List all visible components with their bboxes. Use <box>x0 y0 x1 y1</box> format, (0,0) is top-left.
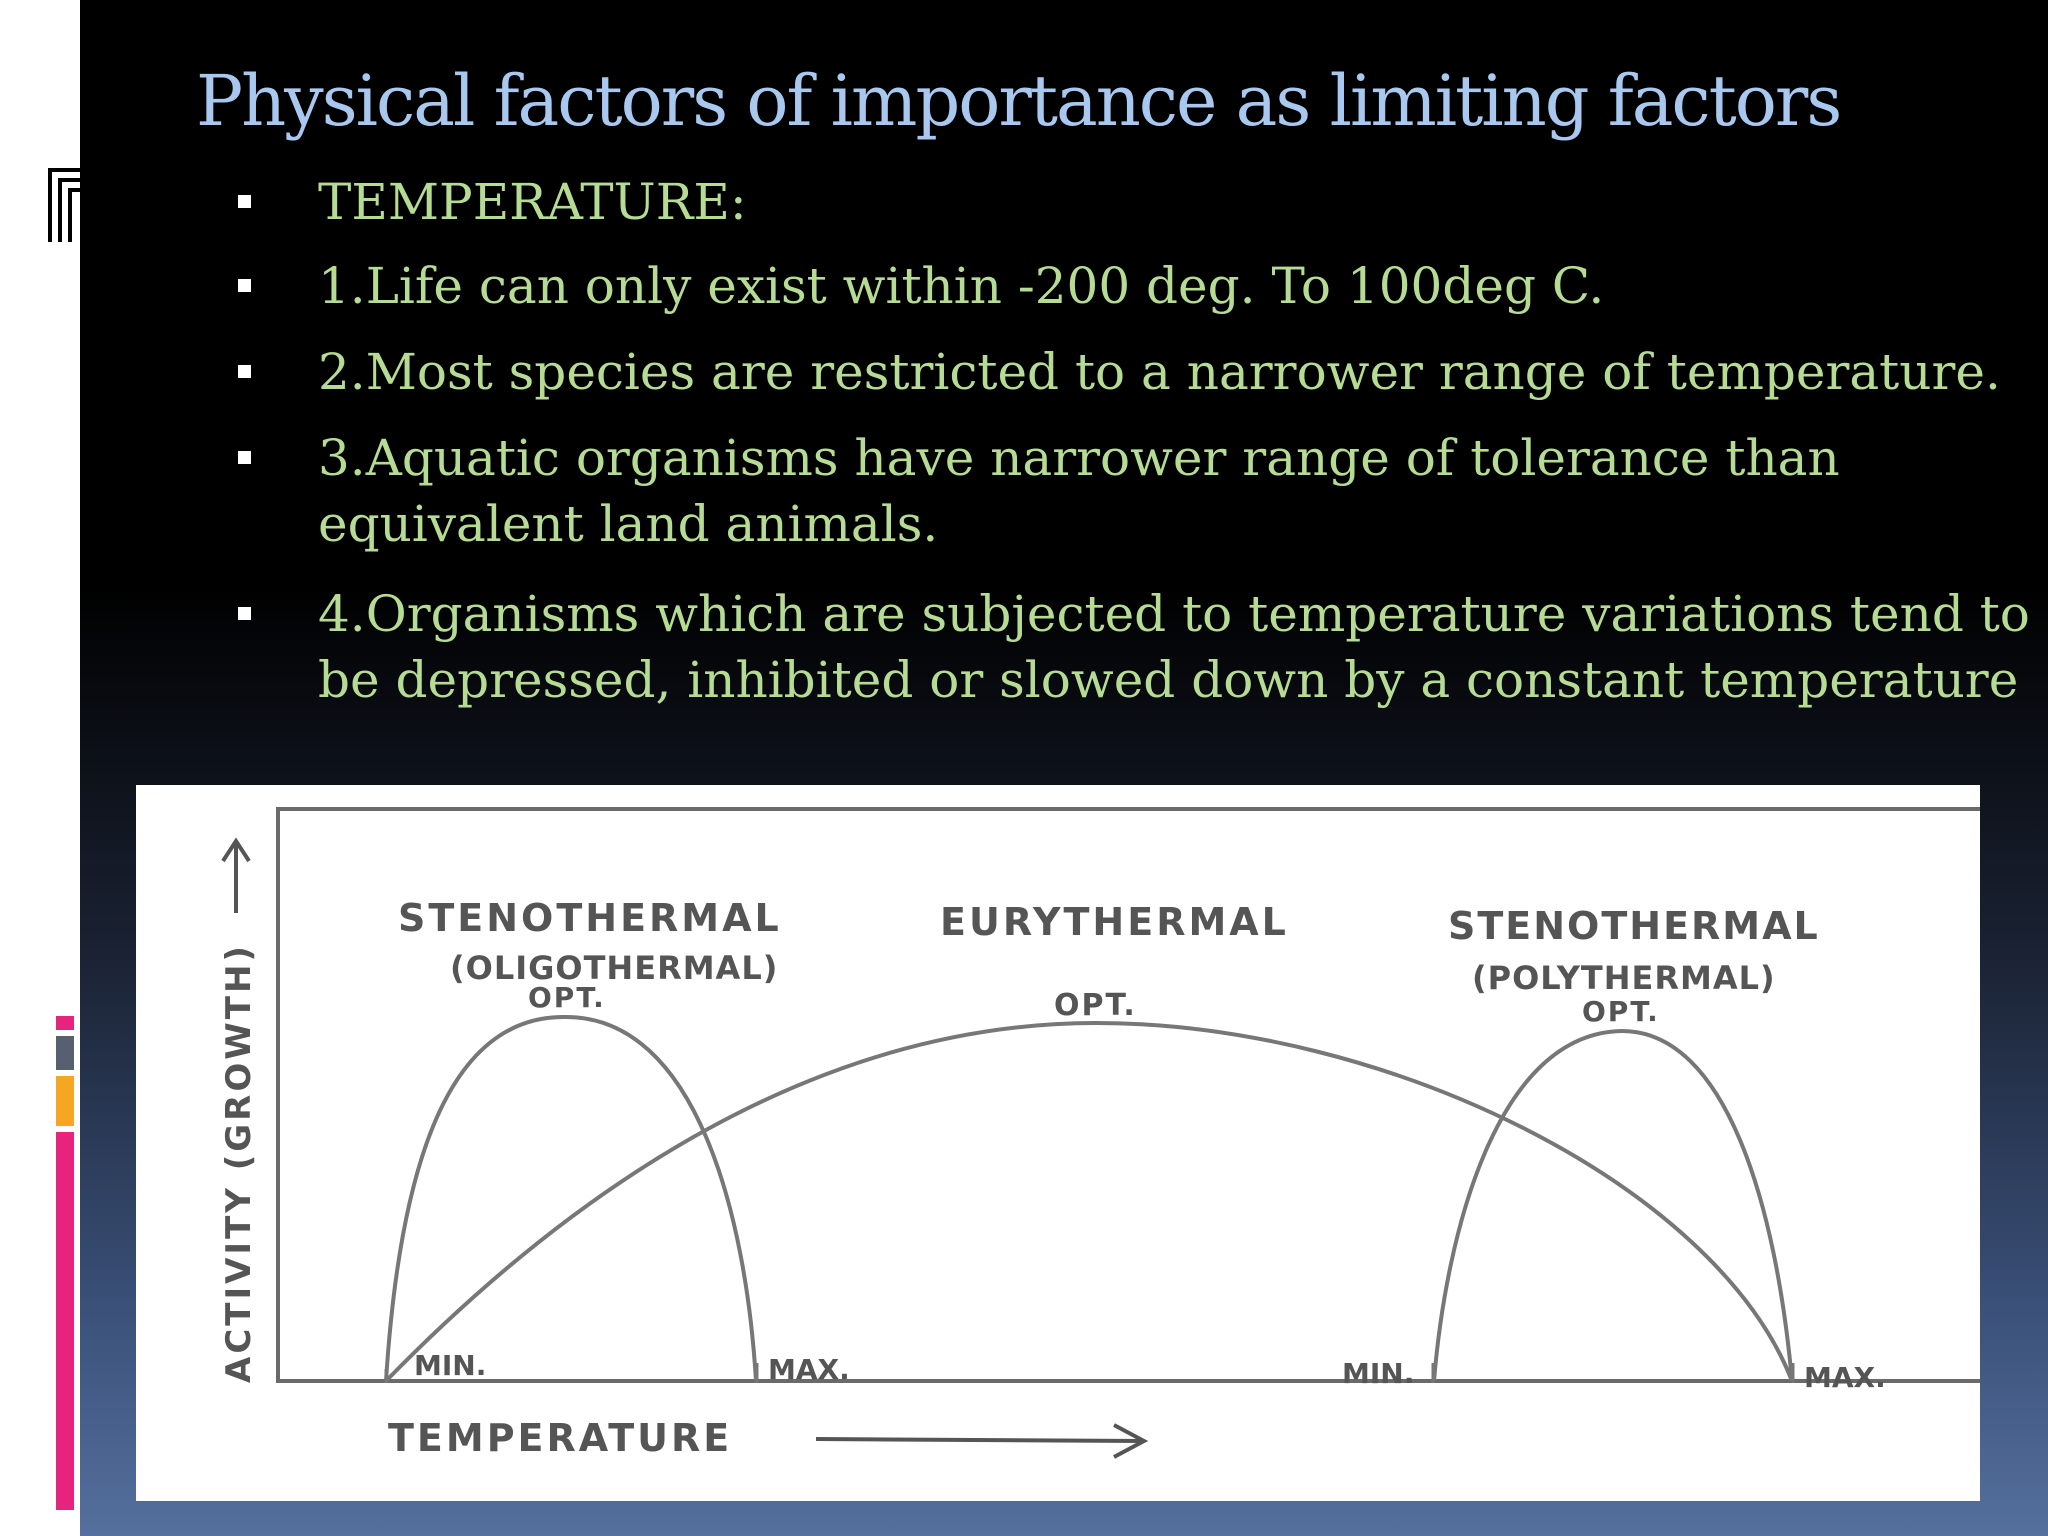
corner-decoration <box>48 168 82 242</box>
max-label-low: MAX. <box>768 1353 850 1386</box>
bullet-text: 3.Aquatic organisms have narrower range … <box>318 429 1840 487</box>
bullet-marker <box>238 279 251 292</box>
opt-label-eurythermal: OPT. <box>1054 988 1137 1023</box>
bullet-text: 2.Most species are restricted to a narro… <box>318 343 2001 401</box>
bullet-text: 4.Organisms which are subjected to tempe… <box>318 585 2030 643</box>
bullet-marker <box>238 195 251 208</box>
curve-title-eurythermal: EURYTHERMAL <box>940 900 1289 944</box>
x-axis-arrowhead-icon <box>1113 1423 1149 1459</box>
curve-subtitle-oligothermal: (OLIGOTHERMAL) <box>450 949 778 987</box>
eurythermal-curve <box>384 1020 1794 1383</box>
temperature-tolerance-figure: ACTIVITY (GROWTH) TEMPERATURE STENOTHERM… <box>136 785 2048 1501</box>
stenothermal-oligothermal-curve <box>384 1014 758 1382</box>
curve-subtitle-polythermal: (POLYTHERMAL) <box>1472 959 1776 997</box>
tolerance-curves-diagram: ACTIVITY (GROWTH) TEMPERATURE STENOTHERM… <box>219 807 2048 1460</box>
stenothermal-polythermal-curve <box>1432 1028 1794 1382</box>
accent-bar-pink-top <box>56 1016 74 1030</box>
bullet-marker <box>238 365 251 378</box>
curve-title-stenothermal-low: STENOTHERMAL <box>398 896 782 940</box>
y-axis-arrowhead-icon <box>221 837 251 863</box>
min-label-high: MIN. <box>1342 1357 1414 1390</box>
min-label-low: MIN. <box>414 1349 486 1382</box>
x-axis-arrow <box>815 1437 1143 1443</box>
curve-title-stenothermal-high: STENOTHERMAL <box>1448 904 1820 948</box>
max-label-high: MAX. <box>1804 1361 1886 1394</box>
y-axis-label: ACTIVITY (GROWTH) <box>219 943 259 1383</box>
bullet-text-continued: equivalent land animals. <box>318 495 939 553</box>
slide-title: Physical factors of importance as limiti… <box>196 60 1842 142</box>
plot-frame <box>276 807 2048 1383</box>
accent-bar-orange <box>56 1076 74 1126</box>
bullet-text: TEMPERATURE: <box>318 173 747 231</box>
bullet-text: 1.Life can only exist within -200 deg. T… <box>318 257 1605 315</box>
bullet-marker <box>238 607 251 620</box>
x-axis-label: TEMPERATURE <box>388 1416 732 1460</box>
bullet-marker <box>238 451 251 464</box>
accent-bar-gray <box>56 1036 74 1070</box>
opt-label-low: OPT. <box>528 981 606 1014</box>
accent-bar-pink <box>56 1132 74 1510</box>
bullet-text-continued: be depressed, inhibited or slowed down b… <box>318 651 2019 709</box>
opt-label-high: OPT. <box>1582 995 1660 1028</box>
